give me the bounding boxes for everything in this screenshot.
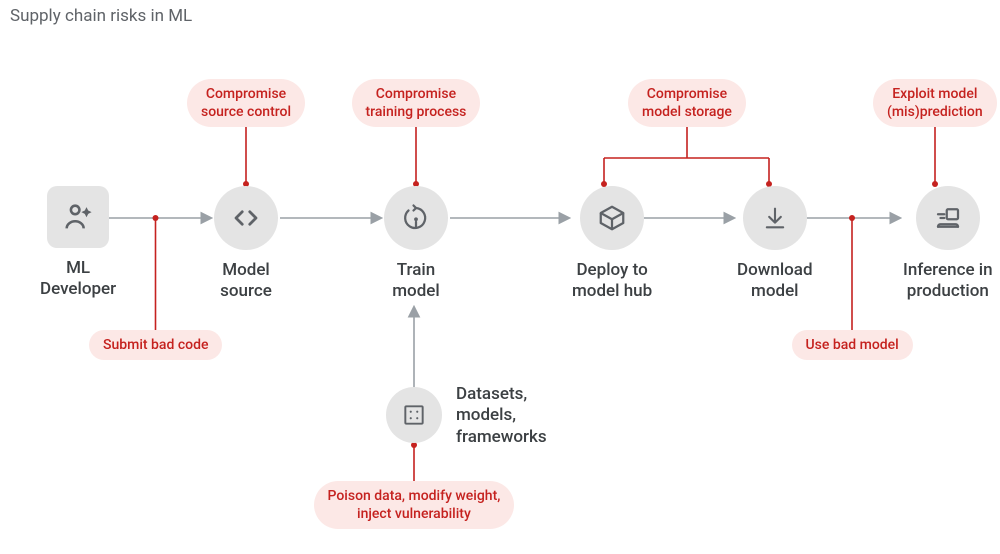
risk-compromise-source: Compromise source control [187,79,305,127]
code-icon [214,186,278,250]
retrain-icon [384,186,448,250]
diagram-stage: Supply chain risks in ML ML Developer [0,0,1000,554]
connector-layer [0,0,1000,554]
risk-use-bad-model: Use bad model [792,330,913,360]
grid-icon [386,387,442,443]
risk-poison-data: Poison data, modify weight, inject vulne… [314,481,515,529]
inference-icon [916,186,980,250]
node-ml-developer: ML Developer [40,186,116,301]
risk-compromise-storage: Compromise model storage [628,79,746,127]
risk-exploit-model: Exploit model (mis)prediction [873,79,997,127]
page-title: Supply chain risks in ML [10,6,192,26]
node-label: Model source [220,260,272,303]
risk-compromise-training: Compromise training process [352,79,481,127]
node-label: Inference in production [903,260,993,303]
node-datasets [386,387,442,443]
node-download-model: Download model [737,186,813,303]
download-icon [743,186,807,250]
developer-icon [47,186,109,248]
node-deploy-hub: Deploy to model hub [572,186,652,303]
node-train-model: Train model [384,186,448,303]
node-label: Train model [392,260,439,303]
node-label: Deploy to model hub [572,260,652,303]
risk-submit-bad-code: Submit bad code [89,330,222,360]
cube-icon [580,186,644,250]
node-label: Download model [737,260,813,303]
node-label: ML Developer [40,258,116,301]
node-inference-production: Inference in production [903,186,993,303]
node-model-source: Model source [214,186,278,303]
datasets-label: Datasets, models, frameworks [456,384,547,448]
